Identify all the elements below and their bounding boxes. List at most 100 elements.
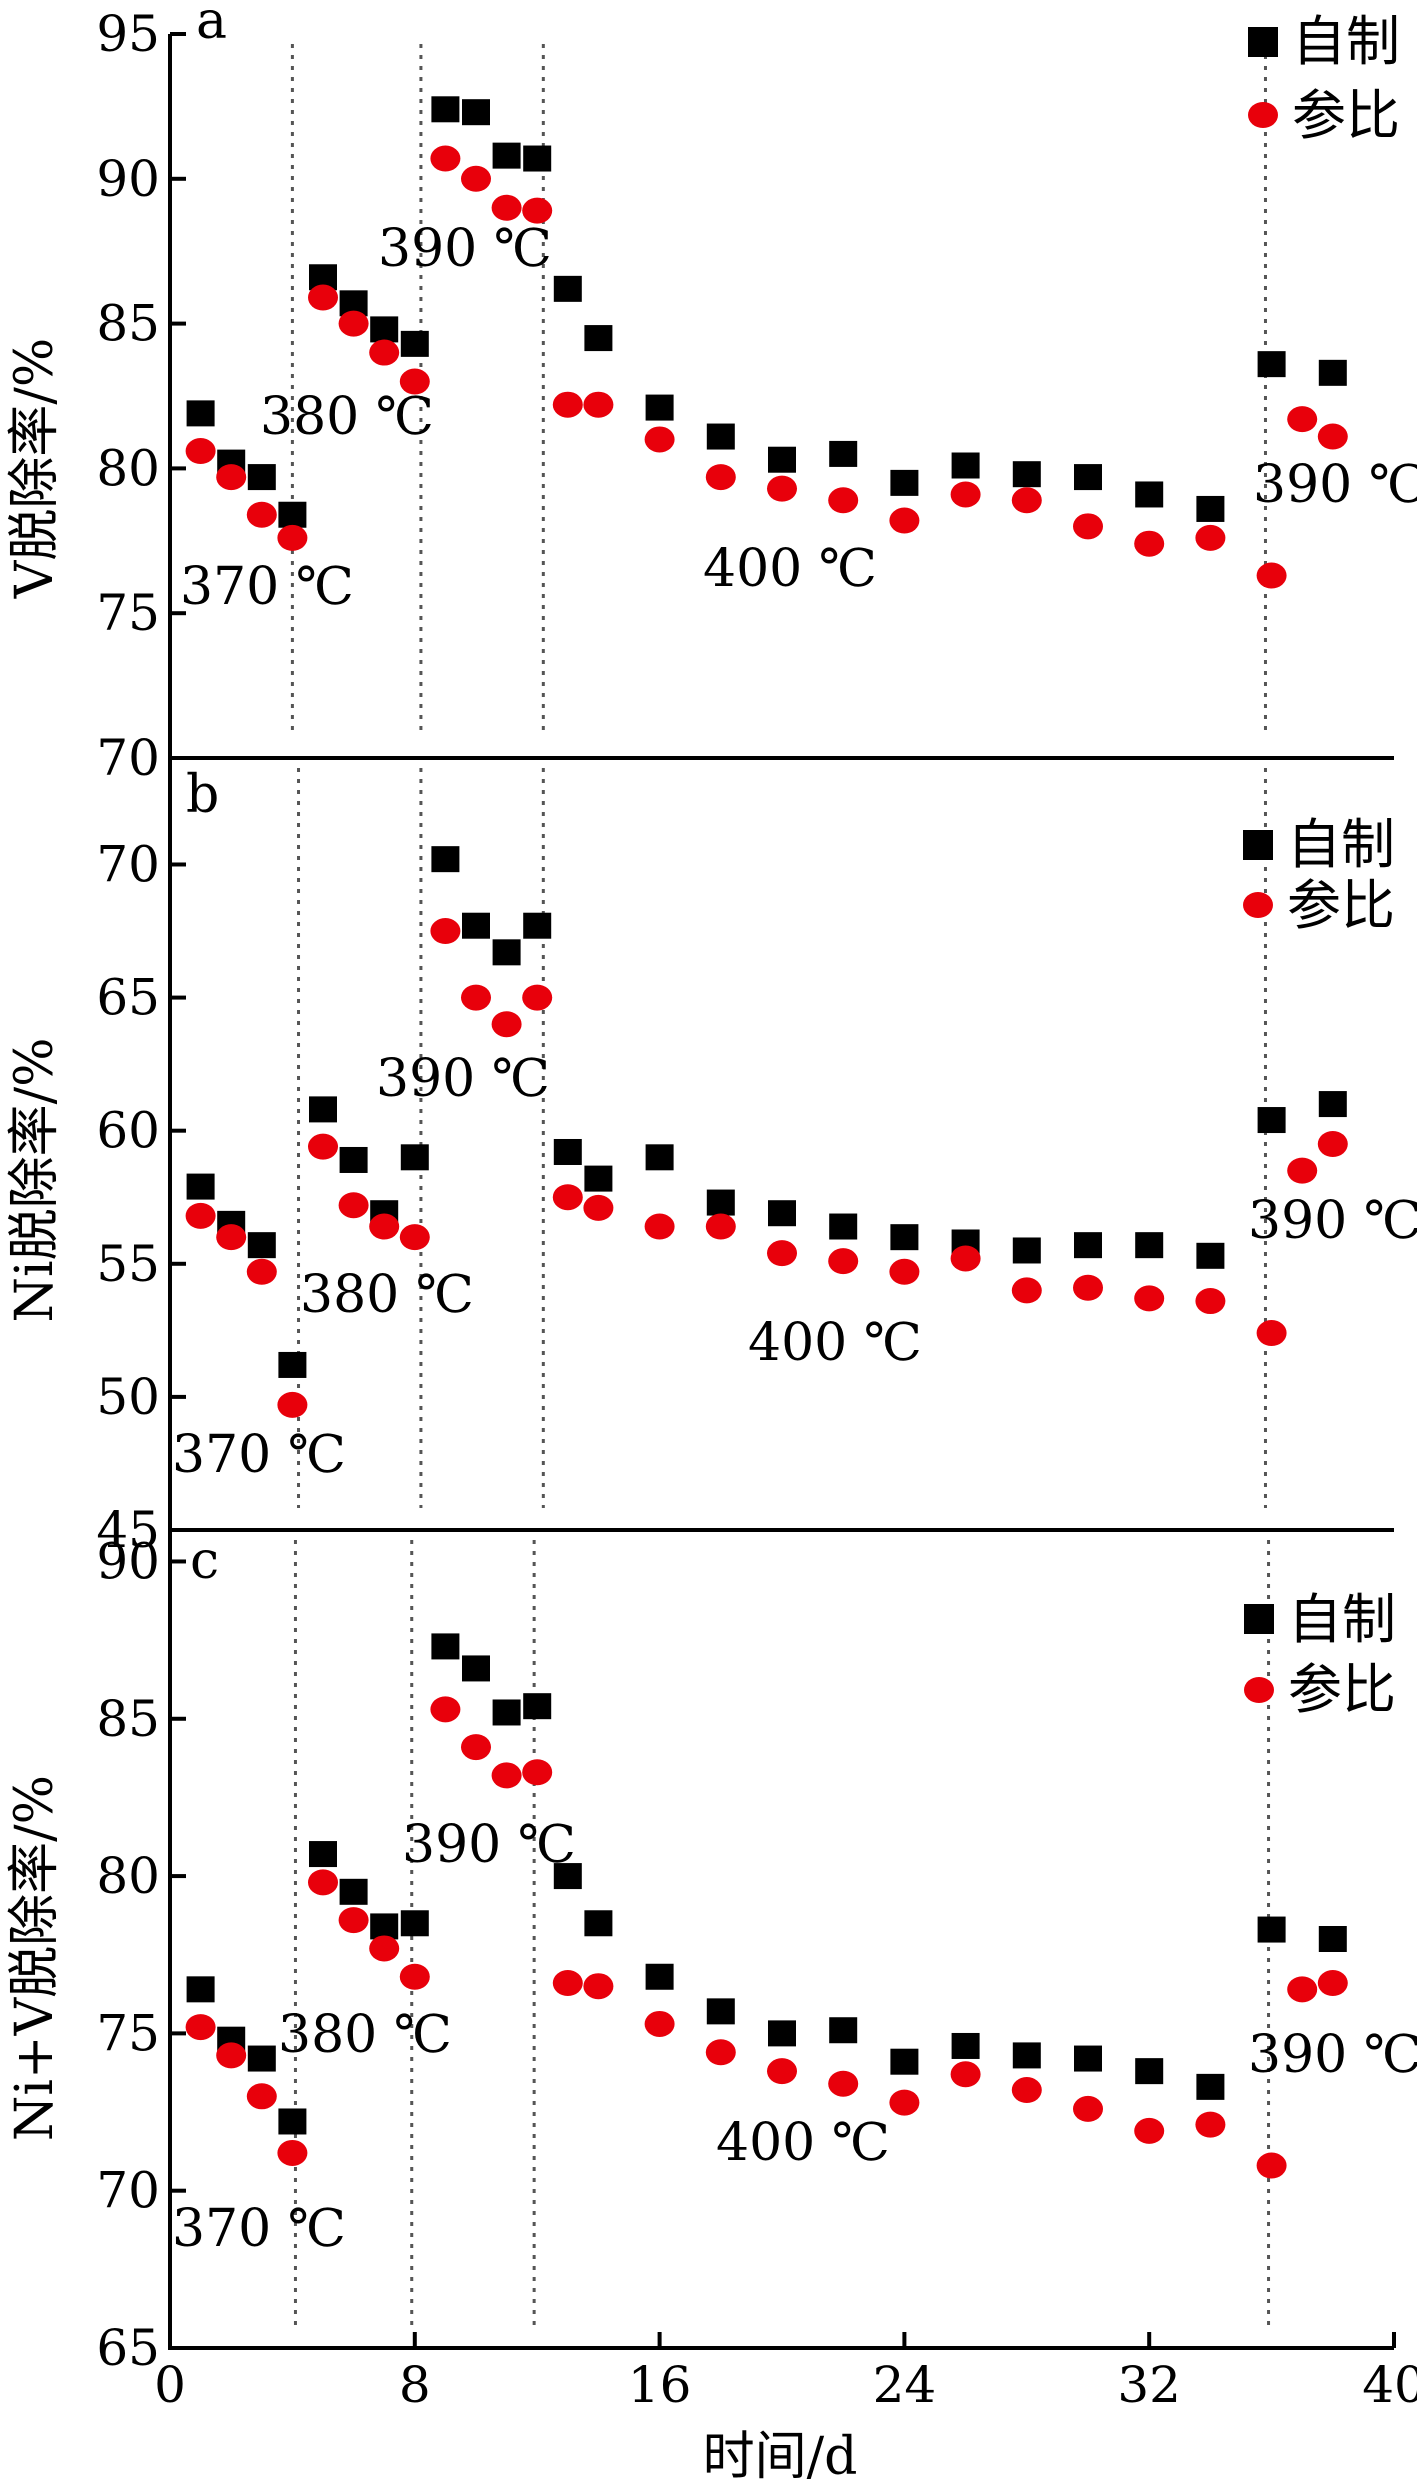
data-point-reference bbox=[399, 1963, 430, 1990]
data-point-homemade bbox=[1012, 1237, 1041, 1264]
y-axis-title: Ni+V脱除率/% bbox=[5, 1775, 65, 2141]
panel-c: 65 70 75 80 85 90 0 8 16 24 32 40 c Ni+V脱除率/% 时间/d… bbox=[5, 1531, 1417, 2487]
data-point-homemade bbox=[431, 1633, 460, 1660]
y-axis-ticks: 45 50 55 60 65 70 bbox=[96, 835, 186, 1559]
data-point-reference bbox=[308, 284, 338, 311]
data-point-homemade bbox=[645, 1963, 674, 1990]
data-point-reference bbox=[705, 2039, 736, 2066]
legend: 自制 参比 bbox=[1248, 10, 1400, 147]
data-point-homemade bbox=[1196, 2073, 1225, 2100]
data-point-homemade bbox=[890, 1224, 919, 1251]
data-point-homemade bbox=[706, 1189, 735, 1216]
region-label-380: 380 ℃ bbox=[278, 2005, 452, 2065]
data-point-homemade bbox=[1074, 1232, 1102, 1259]
legend: 自制 参比 bbox=[1244, 1588, 1396, 1721]
y-tick-label: 95 bbox=[96, 5, 160, 63]
data-point-homemade bbox=[309, 1841, 337, 1868]
data-point-reference bbox=[491, 1762, 522, 1789]
data-point-reference bbox=[583, 1194, 614, 1221]
data-point-reference bbox=[1073, 2095, 1103, 2122]
data-point-homemade bbox=[553, 1138, 582, 1165]
data-point-reference bbox=[430, 918, 461, 945]
data-point-reference bbox=[644, 426, 675, 453]
data-point-homemade bbox=[278, 501, 307, 528]
data-markers bbox=[185, 1633, 1348, 2179]
data-point-homemade bbox=[247, 2045, 276, 2072]
region-label-380: 380 ℃ bbox=[300, 1265, 474, 1325]
data-point-homemade bbox=[768, 1200, 796, 1227]
data-point-reference bbox=[1134, 530, 1165, 557]
data-point-reference bbox=[644, 2010, 675, 2037]
region-label-390: 390 ℃ bbox=[378, 219, 552, 279]
data-point-homemade bbox=[768, 446, 796, 473]
data-point-reference bbox=[369, 1213, 400, 1240]
data-point-reference bbox=[1011, 1277, 1042, 1304]
data-point-homemade bbox=[370, 316, 399, 343]
data-point-reference bbox=[491, 1011, 522, 1038]
data-point-reference bbox=[185, 2014, 216, 2041]
data-point-reference bbox=[1195, 2111, 1226, 2138]
data-point-reference bbox=[461, 165, 491, 192]
data-point-homemade bbox=[462, 912, 490, 939]
data-point-homemade bbox=[1012, 461, 1041, 488]
data-point-homemade bbox=[645, 394, 674, 421]
data-point-reference bbox=[1134, 2117, 1165, 2144]
data-point-reference bbox=[583, 1973, 614, 2000]
data-point-homemade bbox=[400, 1144, 429, 1171]
data-markers bbox=[185, 846, 1348, 1418]
region-label-390-late: 390 ℃ bbox=[1253, 455, 1417, 515]
x-axis-title: 时间/d bbox=[703, 2427, 858, 2487]
y-tick-label: 65 bbox=[96, 2319, 160, 2377]
data-point-reference bbox=[889, 2089, 920, 2116]
y-tick-label: 90 bbox=[96, 150, 160, 208]
divider-lines bbox=[297, 768, 1267, 1508]
legend-label-homemade: 自制 bbox=[1287, 813, 1395, 876]
data-point-homemade bbox=[584, 1165, 613, 1192]
y-axis-title: Ni脱除率/% bbox=[5, 1037, 65, 1322]
data-point-homemade bbox=[1135, 481, 1164, 508]
y-tick-label: 70 bbox=[96, 835, 160, 893]
data-point-homemade bbox=[1318, 1926, 1347, 1952]
data-point-reference bbox=[1256, 2152, 1287, 2179]
data-point-homemade bbox=[462, 99, 490, 126]
data-point-reference bbox=[399, 1224, 430, 1251]
data-point-homemade bbox=[1257, 1916, 1286, 1943]
data-point-homemade bbox=[492, 1699, 521, 1726]
legend-marker-reference bbox=[1248, 102, 1278, 128]
data-point-homemade bbox=[1196, 1242, 1225, 1269]
data-point-reference bbox=[1317, 423, 1348, 450]
data-point-homemade bbox=[890, 2048, 919, 2075]
data-point-homemade bbox=[247, 1232, 276, 1259]
data-point-reference bbox=[1195, 524, 1226, 551]
data-point-reference bbox=[246, 2083, 277, 2110]
y-axis-ticks: 70 75 80 85 90 95 bbox=[96, 5, 186, 787]
legend: 自制 参比 bbox=[1243, 813, 1395, 937]
axes-frame bbox=[168, 34, 1394, 2350]
region-label-400: 400 ℃ bbox=[703, 539, 877, 599]
data-point-reference bbox=[338, 310, 369, 337]
data-point-reference bbox=[522, 197, 553, 224]
data-point-reference bbox=[522, 1759, 553, 1786]
data-point-homemade bbox=[951, 452, 980, 479]
data-point-homemade bbox=[278, 2108, 307, 2135]
y-tick-label: 55 bbox=[96, 1235, 160, 1293]
data-point-homemade bbox=[309, 1096, 337, 1123]
data-point-reference bbox=[216, 464, 247, 491]
data-point-reference bbox=[246, 1258, 277, 1285]
data-point-homemade bbox=[1012, 2042, 1041, 2069]
data-point-reference bbox=[1256, 562, 1287, 589]
data-point-homemade bbox=[431, 96, 460, 123]
region-label-370: 370 ℃ bbox=[172, 2199, 346, 2259]
data-point-reference bbox=[185, 438, 216, 465]
data-point-reference bbox=[1256, 1320, 1287, 1347]
data-point-reference bbox=[767, 475, 797, 502]
data-point-homemade bbox=[584, 325, 613, 352]
y-tick-label: 75 bbox=[96, 2004, 160, 2062]
data-point-reference bbox=[1011, 487, 1042, 514]
data-point-reference bbox=[277, 2139, 308, 2166]
x-tick-label: 0 bbox=[154, 2356, 186, 2414]
data-point-reference bbox=[430, 1696, 461, 1723]
region-label-390: 390 ℃ bbox=[402, 1815, 576, 1875]
legend-marker-reference bbox=[1243, 892, 1273, 918]
data-point-reference bbox=[277, 524, 308, 551]
